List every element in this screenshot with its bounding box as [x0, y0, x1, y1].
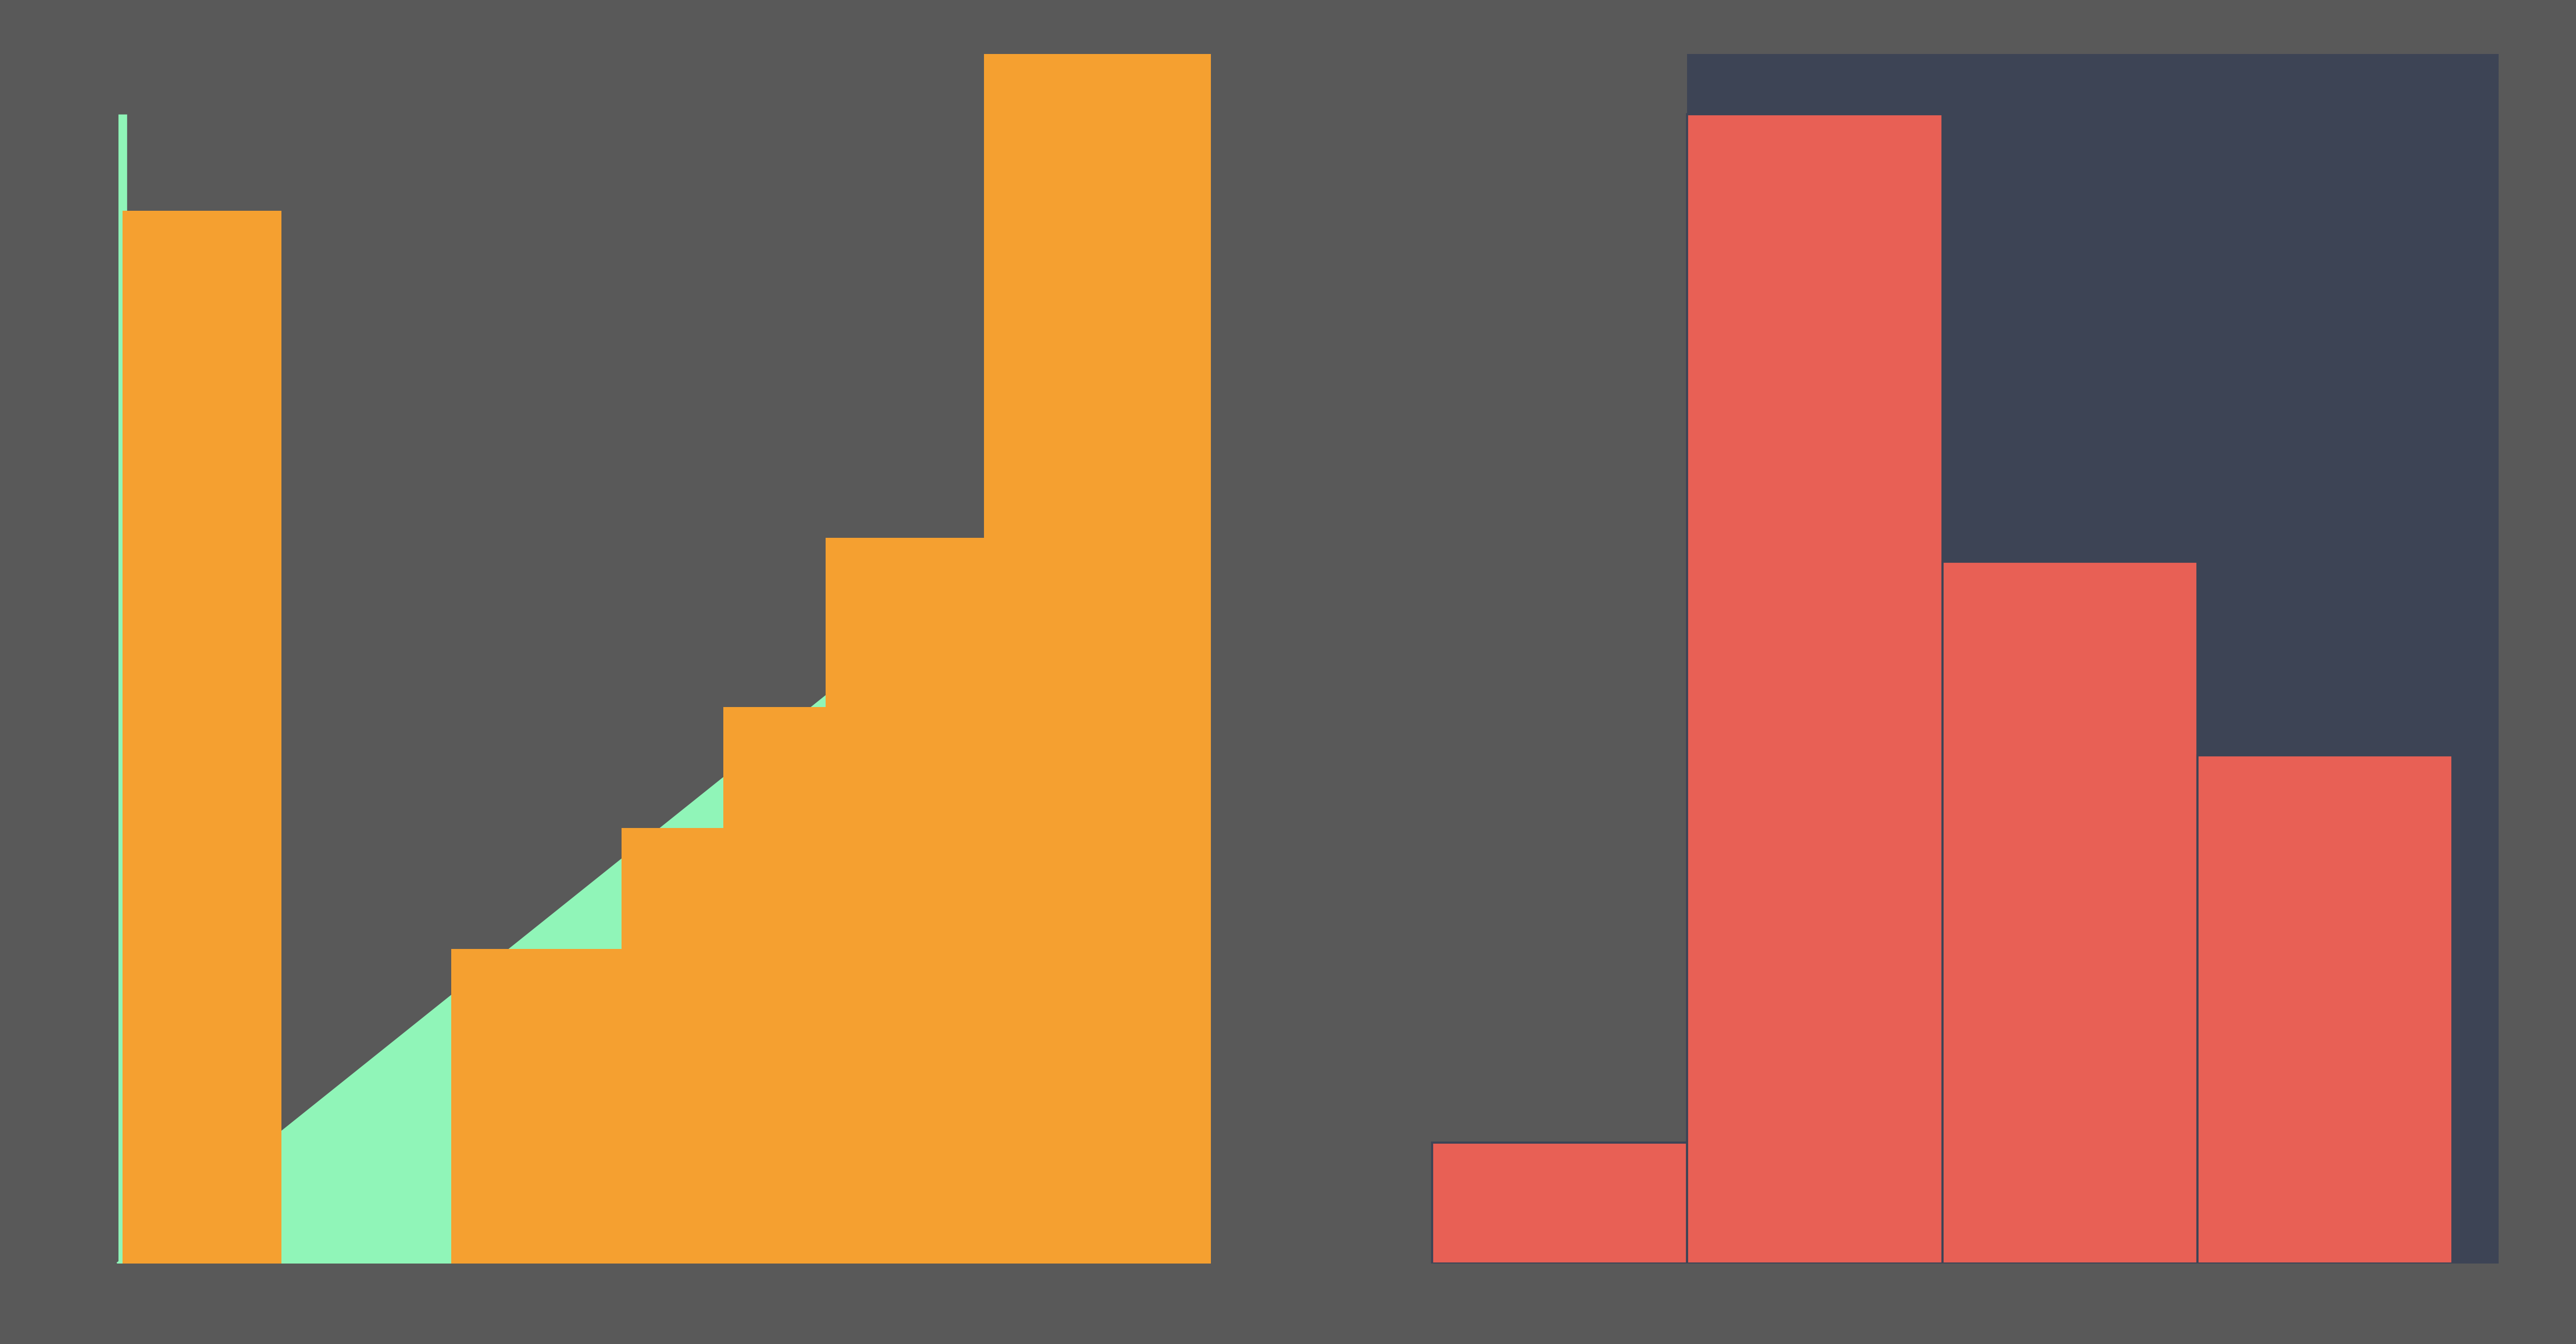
Bar	[451, 949, 621, 1263]
Bar	[1687, 114, 1942, 1263]
Bar	[824, 538, 984, 1263]
Bar	[1432, 1142, 1687, 1263]
Bar	[1942, 562, 2197, 1263]
Bar	[724, 707, 824, 1263]
Bar	[2197, 755, 2452, 1263]
Bar	[984, 54, 1211, 1263]
Bar	[1687, 54, 2499, 1263]
Polygon shape	[124, 392, 1211, 1263]
Bar	[124, 211, 281, 1263]
Bar	[621, 828, 724, 1263]
